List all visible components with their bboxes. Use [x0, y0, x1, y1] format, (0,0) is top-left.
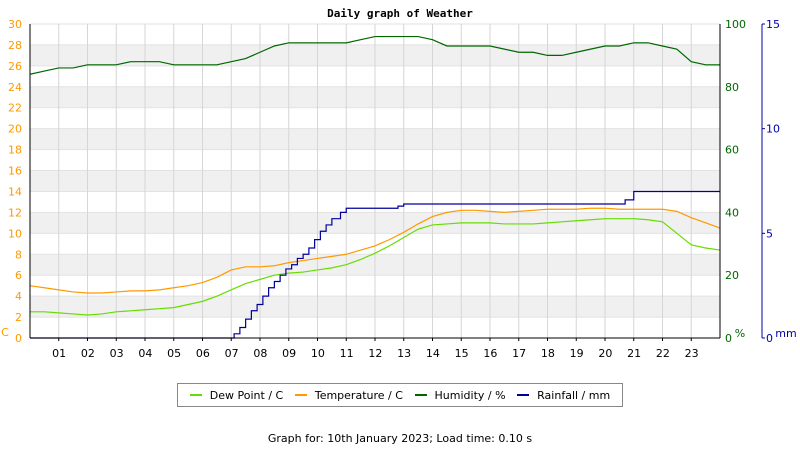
x-tick-label: 03	[110, 347, 124, 360]
legend: Dew Point / C Temperature / C Humidity /…	[177, 383, 623, 407]
footer-text: Graph for: 10th January 2023; Load time:…	[267, 432, 533, 445]
x-tick-label: 18	[541, 347, 555, 360]
y-left-tick-label: 4	[15, 290, 22, 303]
series-line-0	[30, 218, 721, 316]
y-left-tick-label: 12	[8, 206, 22, 219]
legend-item-temperature: Temperature / C	[294, 388, 403, 402]
x-tick-label: 05	[167, 347, 181, 360]
x-tick-label: 21	[627, 347, 641, 360]
y-right-tick-label: 5	[766, 227, 773, 240]
x-tick-label: 22	[656, 347, 670, 360]
y-left-unit: C	[1, 326, 9, 339]
x-tick-label: 23	[685, 347, 699, 360]
y-left-tick-label: 30	[8, 18, 22, 31]
legend-item-rainfall: Rainfall / mm	[517, 389, 610, 402]
y-mid-tick-label: 40	[725, 206, 739, 219]
chart-title: Daily graph of Weather	[327, 7, 473, 20]
legend-label-rainfall: Rainfall / mm	[537, 388, 611, 402]
y-left-tick-label: 22	[8, 102, 22, 115]
y-mid-tick-label: 60	[725, 144, 739, 157]
y-mid-tick-label: 0	[725, 332, 732, 345]
x-tick-label: 06	[196, 347, 210, 360]
y-left-tick-label: 26	[8, 60, 22, 73]
y-mid-tick-label: 20	[725, 269, 739, 282]
y-left-tick-label: 20	[8, 123, 22, 136]
series-line-1	[29, 207, 721, 294]
y-left-tick-label: 16	[8, 165, 22, 178]
y-right-tick-label: 0	[766, 332, 773, 345]
legend-item-humidity: Humidity / %	[414, 388, 506, 402]
x-tick-label: 20	[598, 347, 612, 360]
x-tick-label: 08	[253, 347, 267, 360]
x-tick-label: 16	[483, 347, 497, 360]
y-left-tick-label: 8	[15, 248, 22, 261]
x-tick-label: 09	[282, 347, 296, 360]
y-left-tick-label: 28	[8, 39, 22, 52]
x-tick-label: 17	[512, 347, 526, 360]
x-tick-label: 02	[81, 347, 95, 360]
y-right-tick-label: 15	[766, 18, 780, 31]
axes-layer: 01 02 03 04 05 06 07 08 09 10 11 12 13 14 15 16 17 18 19 20…	[1, 18, 797, 360]
y-left-tick-label: 2	[15, 311, 22, 324]
x-tick-label: 10	[311, 347, 325, 360]
series-line-2	[29, 35, 720, 75]
x-tick-label: 14	[426, 347, 440, 360]
legend-label-dewpoint: Dew Point / C	[209, 388, 284, 402]
legend-swatch-dewpoint	[189, 394, 202, 396]
legend-label-temperature: Temperature / C	[314, 388, 403, 402]
x-tick-label: 15	[455, 347, 469, 360]
x-tick-label: 11	[340, 347, 354, 360]
y-left-tick-label: 18	[8, 144, 22, 157]
x-tick-label: 04	[138, 347, 152, 360]
legend-swatch-temperature	[294, 394, 307, 396]
legend-swatch-rainfall	[517, 394, 530, 396]
y-mid-unit: %	[735, 327, 745, 340]
x-tick-label: 01	[52, 347, 66, 360]
y-right-tick-label: 10	[766, 123, 780, 136]
legend-swatch-humidity	[414, 394, 427, 396]
x-tick-label: 12	[368, 347, 382, 360]
x-tick-label: 13	[397, 347, 411, 360]
y-left-tick-label: 24	[8, 81, 22, 94]
x-tick-label: 19	[570, 347, 584, 360]
y-mid-tick-label: 100	[725, 18, 746, 31]
legend-item-dewpoint: Dew Point / C	[189, 388, 284, 402]
y-left-tick-label: 6	[15, 269, 22, 282]
legend-label-humidity: Humidity / %	[434, 388, 506, 402]
y-right-unit: mm	[775, 327, 796, 340]
vertical-gridlines	[29, 24, 721, 338]
x-tick-label: 07	[225, 347, 239, 360]
y-left-tick-label: 14	[8, 185, 22, 198]
y-mid-tick-label: 80	[725, 81, 739, 94]
series-layer	[29, 35, 721, 339]
y-left-tick-label: 10	[8, 227, 22, 240]
series-line-3	[30, 190, 720, 339]
y-left-tick-label: 0	[15, 332, 22, 345]
